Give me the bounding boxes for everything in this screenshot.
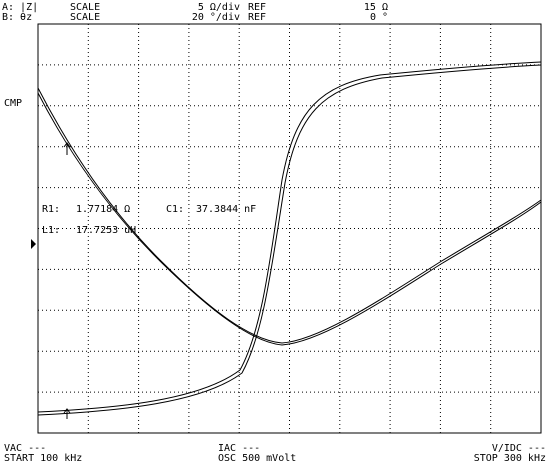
footer-text: OSC 500 mVolt xyxy=(218,453,296,464)
footer-text: VAC --- xyxy=(4,443,46,454)
scale-label: SCALE xyxy=(70,12,100,23)
ref-label: REF xyxy=(248,12,266,23)
readout-label: C1: xyxy=(166,204,184,215)
phase-trace xyxy=(37,64,542,416)
curves xyxy=(37,61,542,419)
readout-value: 17.7253 uH xyxy=(76,225,136,236)
ref-value: 15 Ω xyxy=(364,2,388,13)
ref-marker xyxy=(31,239,36,249)
trace-a-label: A: |Z| xyxy=(2,2,38,13)
readout-value: 37.3844 nF xyxy=(196,204,256,215)
impedance-trace xyxy=(37,87,542,344)
marker-arrow xyxy=(63,408,71,419)
footer-text: START 100 kHz xyxy=(4,453,82,464)
footer: VAC --- START 100 kHz IAC --- OSC 500 mV… xyxy=(4,443,546,464)
readout-label: R1: xyxy=(42,204,60,215)
impedance-trace xyxy=(37,92,542,346)
footer-text: V/IDC --- xyxy=(492,443,546,454)
readout-label: L1: xyxy=(42,225,60,236)
scale-label: SCALE xyxy=(70,2,100,13)
ref-value: 0 ° xyxy=(370,12,388,23)
phase-trace xyxy=(37,61,542,413)
scale-value: 20 °/div xyxy=(192,12,240,23)
trace-b-label: B: θz xyxy=(2,12,32,23)
side-label: CMP xyxy=(4,98,22,109)
marker-arrow xyxy=(63,142,71,155)
footer-text: IAC --- xyxy=(218,443,260,454)
readout: R1: 1.77184 Ω C1: 37.3844 nF L1: 17.7253… xyxy=(42,204,256,236)
ref-label: REF xyxy=(248,2,266,13)
header: A: |Z| SCALE 5 Ω/div REF 15 Ω B: θz SCAL… xyxy=(2,2,388,23)
scale-value: 5 Ω/div xyxy=(198,2,240,13)
readout-value: 1.77184 Ω xyxy=(76,204,130,215)
plot-area xyxy=(37,23,542,434)
footer-text: STOP 300 kHz xyxy=(474,453,546,464)
